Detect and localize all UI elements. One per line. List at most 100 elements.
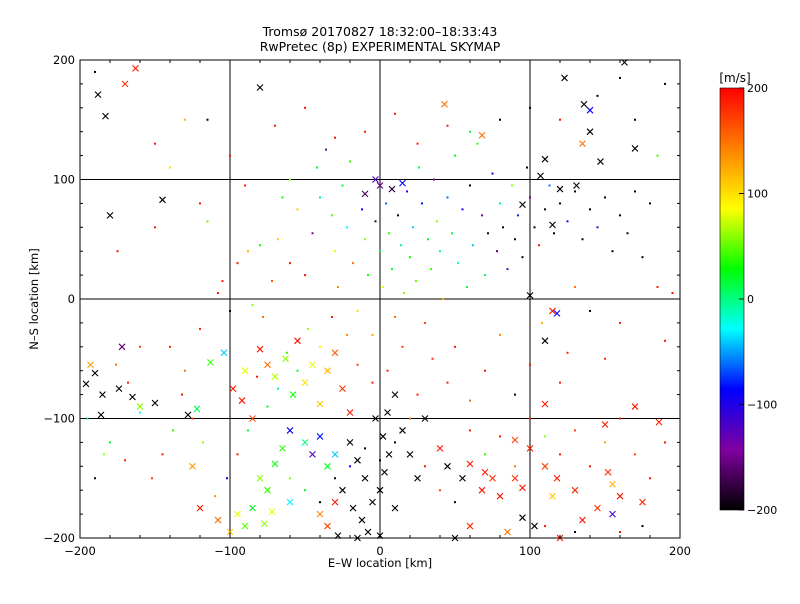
x-marker-point: [616, 492, 624, 500]
x-tick-label: 0: [376, 544, 383, 558]
dot-marker-point: [391, 268, 393, 271]
dot-marker-point: [589, 208, 591, 211]
dot-marker-point: [469, 399, 471, 402]
x-marker-point: [268, 508, 276, 516]
dot-marker-point: [331, 214, 333, 217]
dot-marker-point: [484, 274, 486, 277]
dot-marker-point: [394, 112, 396, 115]
dot-marker-point: [596, 94, 599, 97]
x-marker-point: [601, 421, 609, 428]
dot-marker-point: [451, 232, 453, 235]
x-marker-point: [361, 190, 369, 198]
x-marker-point: [346, 439, 354, 446]
dot-marker-point: [94, 70, 96, 73]
dot-marker-point: [418, 166, 420, 169]
dot-marker-point: [191, 417, 194, 420]
dot-marker-point: [559, 453, 561, 456]
dot-marker-point: [574, 531, 576, 534]
dot-marker-point: [466, 286, 468, 289]
x-marker-point: [129, 393, 136, 401]
dot-marker-point: [251, 303, 254, 306]
dot-marker-point: [548, 184, 551, 187]
x-marker-point: [339, 486, 346, 494]
colorbar-tick-label: 200: [747, 82, 768, 95]
dot-marker-point: [349, 160, 351, 163]
x-marker-point: [379, 433, 387, 440]
dot-marker-point: [574, 286, 576, 289]
dot-marker-point: [529, 363, 531, 366]
dot-marker-point: [439, 250, 441, 253]
dot-marker-point: [286, 351, 288, 354]
dot-marker-point: [499, 333, 501, 336]
dot-marker-point: [454, 154, 456, 157]
dot-marker-point: [94, 477, 96, 480]
x-marker-point: [388, 185, 396, 193]
dot-marker-point: [427, 238, 429, 241]
chart-subtitle: RwPretec (8p) EXPERIMENTAL SKYMAP: [260, 39, 501, 54]
dot-marker-point: [538, 244, 540, 247]
x-marker-point: [115, 385, 123, 393]
dot-marker-point: [457, 262, 459, 265]
dot-marker-point: [454, 345, 456, 348]
x-marker-point: [261, 520, 268, 528]
dot-marker-point: [266, 405, 269, 408]
x-marker-point: [289, 391, 297, 398]
x-marker-point: [579, 516, 586, 524]
x-marker-point: [604, 468, 612, 476]
x-marker-point: [256, 474, 264, 482]
dot-marker-point: [409, 417, 411, 420]
x-marker-point: [309, 361, 316, 369]
x-marker-point: [238, 397, 246, 404]
x-marker-point: [594, 504, 601, 512]
dot-marker-point: [304, 274, 306, 277]
dot-marker-point: [124, 459, 126, 462]
dot-marker-point: [517, 214, 519, 217]
dot-marker-point: [394, 441, 396, 444]
x-marker-point: [496, 492, 504, 500]
x-marker-point: [256, 84, 264, 91]
x-marker-point: [301, 379, 309, 387]
x-marker-point: [264, 361, 271, 369]
x-marker-series: [82, 59, 663, 542]
dot-marker-point: [229, 154, 231, 157]
dot-marker-point: [442, 298, 444, 300]
x-marker-point: [631, 145, 639, 152]
dot-marker-point: [169, 166, 171, 169]
dot-marker-point: [109, 441, 111, 444]
dot-marker-point: [416, 393, 419, 396]
x-marker-point: [286, 498, 294, 506]
x-marker-point: [541, 155, 549, 163]
dot-marker-point: [325, 148, 327, 151]
x-marker-point: [580, 100, 588, 108]
x-marker-point: [151, 399, 159, 407]
colorbar-tick-label: −200: [747, 504, 777, 517]
x-marker-point: [316, 433, 324, 440]
dot-marker-point: [514, 238, 516, 241]
dot-marker-point: [296, 369, 299, 372]
dot-marker-point: [217, 292, 219, 295]
x-marker-point: [339, 385, 346, 393]
x-marker-point: [249, 504, 256, 512]
dot-marker-point: [446, 124, 449, 127]
dot-marker-series: [86, 70, 674, 534]
dot-marker-point: [619, 321, 621, 324]
dot-marker-point: [374, 220, 377, 223]
dot-marker-point: [244, 184, 246, 187]
x-marker-point: [94, 91, 102, 99]
dot-marker-point: [247, 250, 249, 253]
x-marker-point: [549, 307, 556, 315]
dot-marker-point: [86, 417, 89, 420]
dot-marker-point: [115, 363, 117, 366]
x-marker-point: [354, 456, 361, 464]
dot-marker-point: [172, 429, 174, 432]
dot-marker-point: [664, 82, 666, 85]
dot-marker-point: [221, 280, 224, 283]
dot-marker-point: [184, 118, 186, 121]
dot-marker-point: [611, 250, 614, 253]
x-marker-point: [193, 405, 201, 413]
x-marker-point: [573, 182, 580, 189]
grid-lines: [80, 60, 680, 538]
x-marker-point: [349, 504, 357, 512]
